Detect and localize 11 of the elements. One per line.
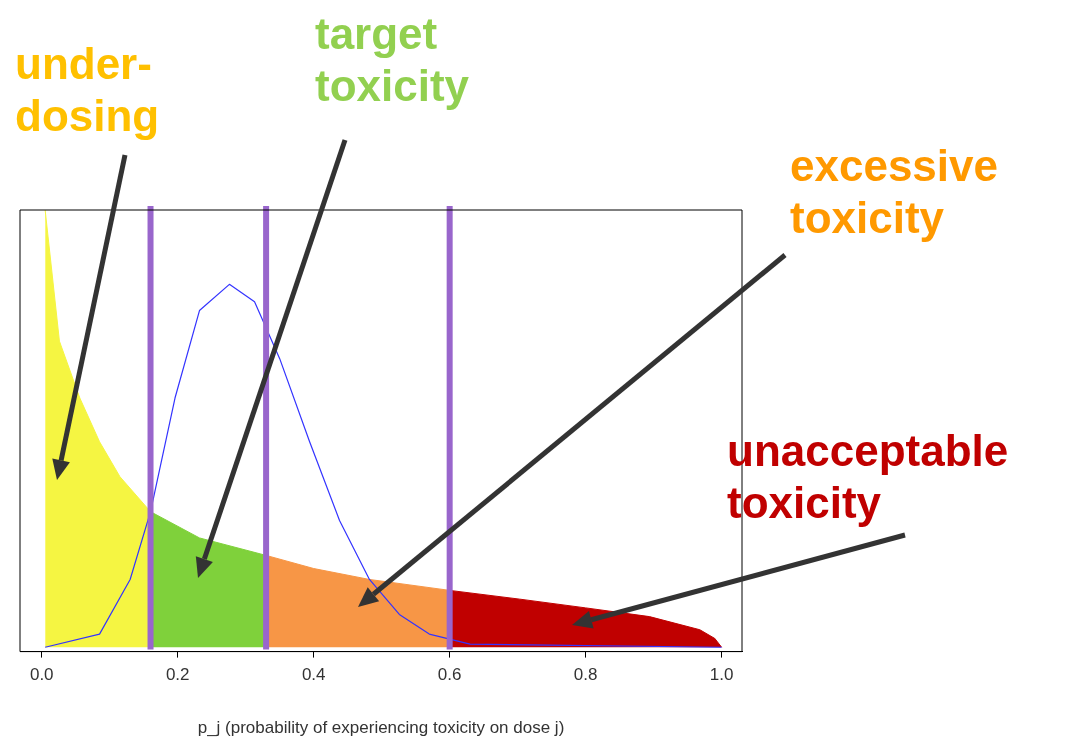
x-tick-label: 0.0 (29, 665, 54, 685)
x-axis-title: p_j (probability of experiencing toxicity on dose j) (196, 718, 566, 738)
text: excessive toxicity (790, 140, 999, 244)
x-tick-label: 0.2 (165, 665, 190, 685)
x-tick-label: 1.0 (709, 665, 734, 685)
x-tick-label: 0.8 (573, 665, 598, 685)
text: under-dosing (15, 38, 161, 142)
x-tick-label: 0.4 (301, 665, 326, 685)
x-tick-label: 0.6 (437, 665, 462, 685)
annotation: unacceptable toxicity (727, 425, 1010, 529)
text: target toxicity (315, 8, 471, 112)
